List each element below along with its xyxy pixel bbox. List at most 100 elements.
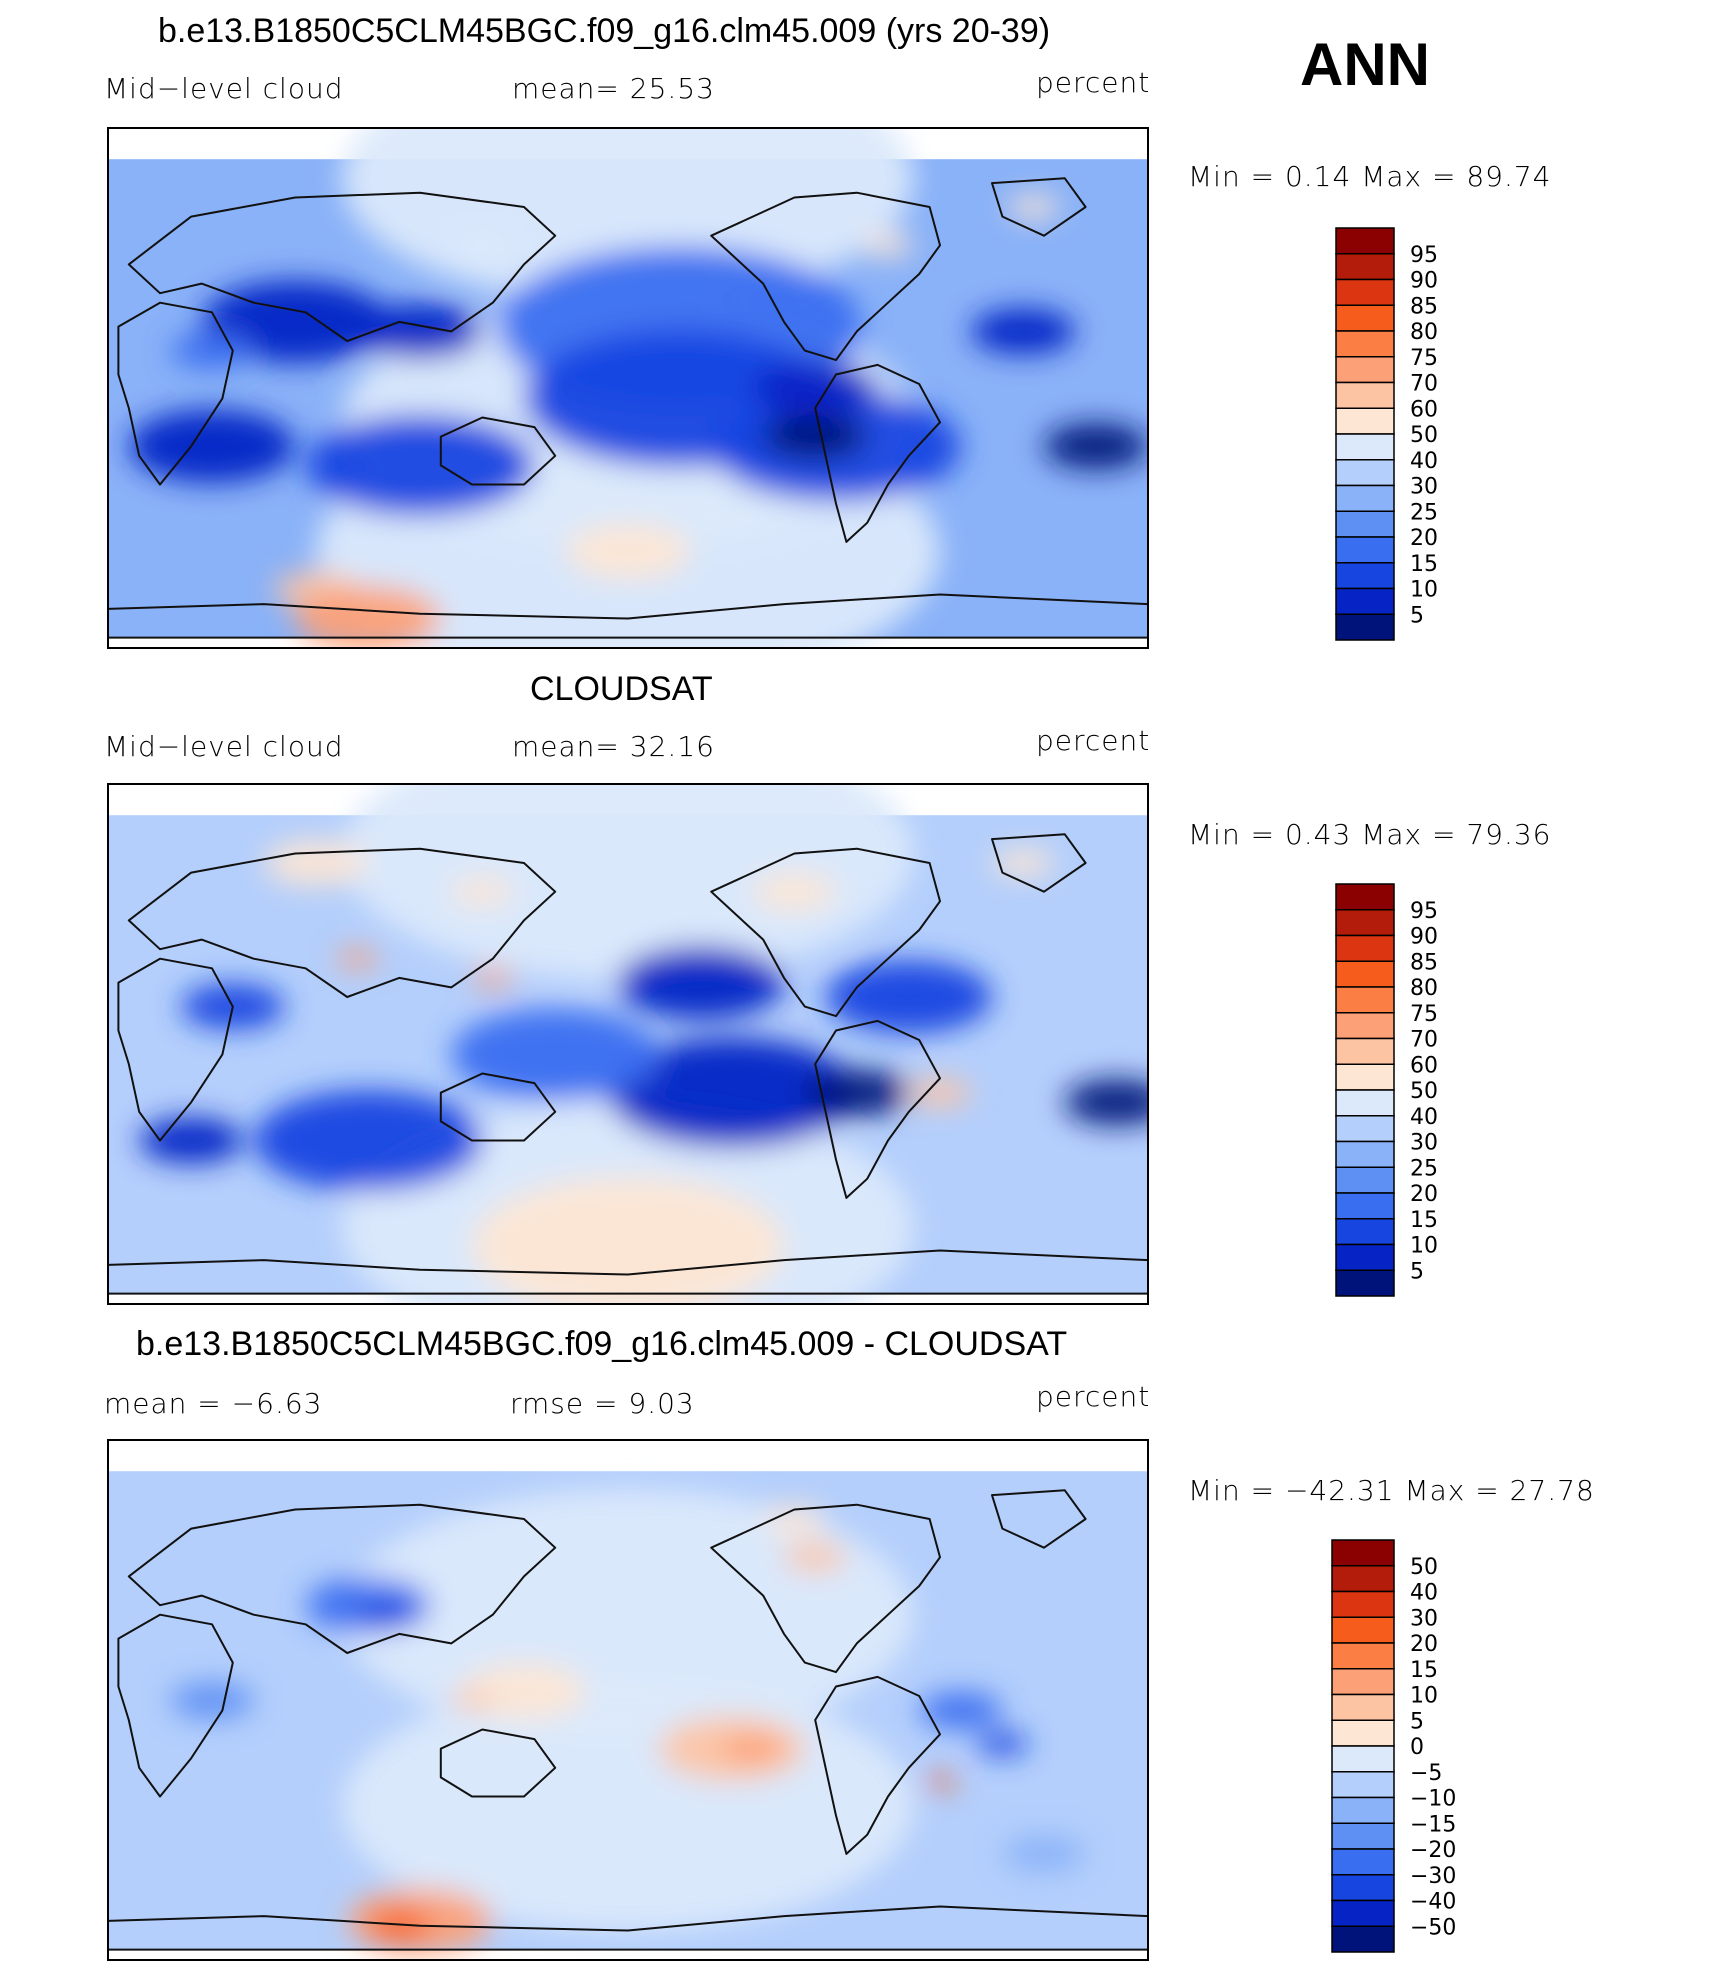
- field-blob: [472, 968, 514, 988]
- field-blob: [451, 1691, 493, 1710]
- colorbar-swatch: [1331, 1719, 1395, 1747]
- colorbar-tick-label: 25: [1410, 500, 1438, 525]
- mean-label: mean= 32.16: [512, 730, 715, 763]
- coastline-africa: [117, 957, 234, 1142]
- colorbar-swatch: [1335, 1243, 1395, 1271]
- colorbar-swatch: [1335, 330, 1395, 358]
- colorbar-tick-label: 70: [1410, 1028, 1438, 1053]
- colorbar-tick-label: 50: [1410, 1555, 1438, 1580]
- coastline-africa: [117, 301, 234, 486]
- coastline-greenland: [991, 833, 1087, 893]
- coastline-australia: [439, 1728, 557, 1798]
- colorbar-tick-label: 50: [1410, 423, 1438, 448]
- panel-title: b.e13.B1850C5CLM45BGC.f09_g16.clm45.009 …: [158, 12, 1051, 50]
- field-contours: [139, 784, 1148, 1304]
- colorbar-swatch: [1331, 1539, 1395, 1567]
- field-blob: [607, 1037, 857, 1148]
- variable-label: Mid−level cloud: [104, 72, 344, 105]
- colorbar-tick-label: −40: [1410, 1890, 1456, 1915]
- field-contours: [170, 1488, 1086, 1953]
- coastline-south-america: [814, 363, 941, 543]
- units-label: percent: [1036, 1380, 1151, 1413]
- field-blob: [924, 1775, 956, 1790]
- colorbar-swatch: [1331, 1925, 1395, 1953]
- colorbar-swatch: [1335, 613, 1395, 641]
- coastline-australia: [439, 416, 557, 486]
- colorbar-tick-label: 15: [1410, 552, 1438, 577]
- colorbar-tick-label: 60: [1410, 1053, 1438, 1078]
- colorbar-swatch: [1335, 381, 1395, 409]
- colorbar-tick-label: 30: [1410, 475, 1438, 500]
- season-label: ANN: [1300, 31, 1430, 98]
- map-frame: [107, 783, 1149, 1305]
- minmax-label: Min = −42.31 Max = 27.78: [1188, 1474, 1595, 1507]
- colorbar-swatch: [1331, 1771, 1395, 1799]
- coastline-antarctica: [108, 1249, 1148, 1295]
- colorbar-swatch: [1331, 1745, 1395, 1773]
- colorbar-swatch: [1335, 304, 1395, 332]
- coastline-eurasia: [127, 847, 557, 998]
- colorbar-swatch: [1335, 1140, 1395, 1168]
- colorbar-tick-label: 85: [1410, 294, 1438, 319]
- colorbar-swatch: [1331, 1899, 1395, 1927]
- colorbar-swatch: [1331, 1668, 1395, 1696]
- colorbar-swatch: [1335, 407, 1395, 435]
- colorbar-tick-label: −20: [1410, 1838, 1456, 1863]
- field-blob: [752, 361, 878, 417]
- colorbar-tick-label: −5: [1410, 1761, 1442, 1786]
- coastline-eurasia: [127, 1503, 557, 1654]
- colorbar-swatch: [1331, 1565, 1395, 1593]
- colorbar-swatch: [1335, 1063, 1395, 1091]
- colorbar-swatch: [1335, 1192, 1395, 1220]
- coastlines: [108, 177, 1148, 639]
- colorbar-tick-label: 50: [1410, 1079, 1438, 1104]
- field-blob: [1044, 423, 1148, 470]
- colorbar-swatch: [1335, 1269, 1395, 1297]
- field-blob: [721, 1734, 784, 1763]
- colorbar-tick-label: 60: [1410, 397, 1438, 422]
- colorbar-swatch: [1335, 1218, 1395, 1246]
- colorbar-tick-label: 20: [1410, 526, 1438, 551]
- colorbar-tick-label: 10: [1410, 578, 1438, 603]
- colorbar-swatch: [1335, 1089, 1395, 1117]
- coastlines: [108, 833, 1148, 1295]
- coastline-south-america: [814, 1675, 941, 1855]
- colorbar-tick-label: −15: [1410, 1812, 1456, 1837]
- field-blob: [368, 1911, 431, 1940]
- colorbar-tick-label: 20: [1410, 1182, 1438, 1207]
- field-blob: [305, 415, 535, 516]
- colorbar-swatch: [1335, 227, 1395, 255]
- minmax-label: Min = 0.14 Max = 89.74: [1188, 160, 1552, 193]
- colorbar-swatch: [1335, 536, 1395, 564]
- map-frame: [107, 1439, 1149, 1961]
- field-blob: [451, 878, 514, 906]
- field-blob: [908, 1078, 972, 1107]
- panel-title: CLOUDSAT: [530, 670, 713, 708]
- coastline-australia: [439, 1072, 557, 1142]
- field-blob: [170, 332, 254, 369]
- colorbar-tick-label: 75: [1410, 1002, 1438, 1027]
- field-blob: [565, 524, 691, 579]
- colorbar-swatch: [1335, 1037, 1395, 1065]
- colorbar-tick-label: 10: [1410, 1684, 1438, 1709]
- field-blob: [264, 840, 368, 886]
- field-blob: [461, 1663, 587, 1719]
- colorbar-swatch: [1331, 1848, 1395, 1876]
- field-blob: [357, 1600, 420, 1629]
- colorbar-swatch: [1335, 484, 1395, 512]
- colorbar-swatch: [1335, 562, 1395, 590]
- field-blob: [617, 946, 784, 1020]
- colorbar-swatch: [1335, 253, 1395, 281]
- colorbar-swatch: [1335, 433, 1395, 461]
- field-blob: [763, 1505, 826, 1533]
- coastline-antarctica: [108, 593, 1148, 639]
- map-panel-2: [108, 784, 1148, 1304]
- map-panel-3: [108, 1440, 1148, 1960]
- coastline-greenland: [991, 177, 1087, 237]
- field-blob: [804, 1069, 909, 1116]
- colorbar-swatch: [1335, 356, 1395, 384]
- field-blob: [976, 1732, 1029, 1756]
- field-blob: [357, 303, 483, 359]
